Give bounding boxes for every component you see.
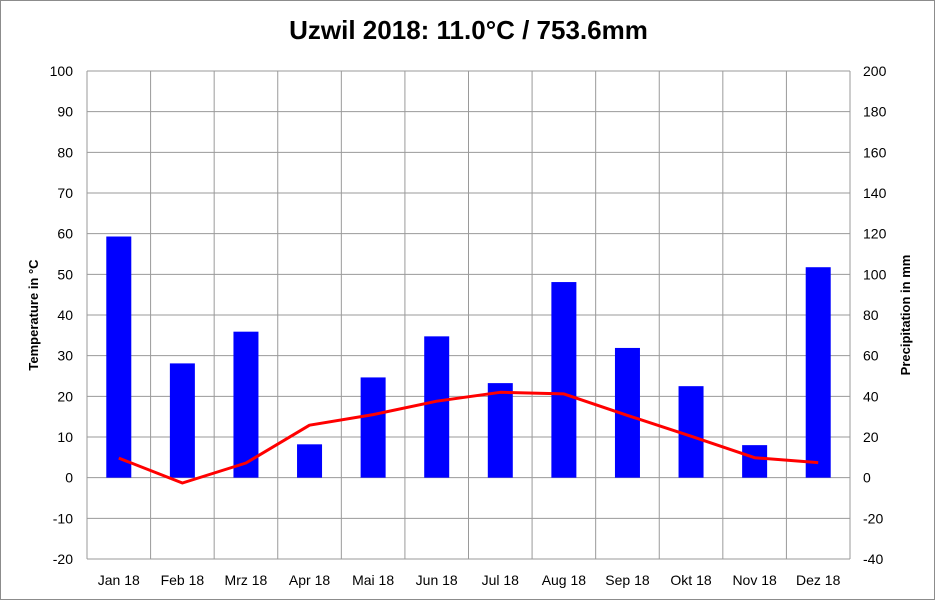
x-tick-label: Mrz 18	[225, 572, 268, 588]
y-left-tick-label: 0	[65, 470, 73, 486]
y-right-tick-label: 80	[863, 307, 879, 323]
y-right-tick-label: 100	[863, 266, 887, 282]
precipitation-bar	[106, 236, 132, 478]
y-right-tick-label: 200	[863, 63, 887, 79]
x-tick-label: Nov 18	[732, 572, 777, 588]
precipitation-bar	[805, 267, 831, 478]
y-right-tick-label: 140	[863, 185, 887, 201]
x-tick-label: Apr 18	[289, 572, 330, 588]
x-tick-label: Dez 18	[796, 572, 841, 588]
x-tick-label: Mai 18	[352, 572, 394, 588]
ticks-layer: 1009080706050403020100-10-20200180160140…	[50, 63, 887, 588]
y-left-tick-label: -20	[53, 551, 73, 567]
y-right-tick-label: -20	[863, 510, 883, 526]
y-left-tick-label: 30	[57, 348, 73, 364]
precipitation-bar	[487, 383, 513, 478]
chart-title: Uzwil 2018: 11.0°C / 753.6mm	[289, 15, 648, 45]
y-left-tick-label: 20	[57, 388, 73, 404]
precipitation-bar	[169, 363, 195, 478]
line-layer	[118, 390, 819, 485]
temperature-line	[118, 390, 819, 485]
grid-layer	[86, 70, 851, 560]
y-left-tick-label: 100	[50, 63, 74, 79]
y-right-tick-label: 160	[863, 144, 887, 160]
precipitation-bar	[424, 336, 450, 478]
x-tick-label: Jun 18	[416, 572, 458, 588]
y-axis-right-label: Precipitation in mm	[898, 255, 913, 376]
x-tick-label: Okt 18	[670, 572, 711, 588]
precipitation-bar	[297, 444, 323, 478]
y-left-tick-label: -10	[53, 510, 73, 526]
y-right-tick-label: -40	[863, 551, 883, 567]
bars-layer	[106, 236, 831, 478]
x-tick-label: Sep 18	[605, 572, 650, 588]
y-left-tick-label: 90	[57, 104, 73, 120]
y-right-tick-label: 0	[863, 470, 871, 486]
y-left-tick-label: 80	[57, 144, 73, 160]
precipitation-bar	[233, 331, 259, 478]
y-left-tick-label: 60	[57, 226, 73, 242]
precipitation-bar	[742, 445, 768, 478]
y-right-tick-label: 120	[863, 226, 887, 242]
y-left-tick-label: 70	[57, 185, 73, 201]
precipitation-bar	[551, 282, 577, 478]
x-tick-label: Jul 18	[482, 572, 520, 588]
y-right-tick-label: 60	[863, 348, 879, 364]
precipitation-bar	[360, 377, 386, 478]
y-left-tick-label: 10	[57, 429, 73, 445]
x-tick-label: Jan 18	[98, 572, 140, 588]
y-left-tick-label: 50	[57, 266, 73, 282]
y-right-tick-label: 40	[863, 388, 879, 404]
y-left-tick-label: 40	[57, 307, 73, 323]
y-axis-left-label: Temperature in °C	[26, 259, 41, 371]
y-right-tick-label: 180	[863, 104, 887, 120]
y-right-tick-label: 20	[863, 429, 879, 445]
x-tick-label: Feb 18	[161, 572, 205, 588]
x-tick-label: Aug 18	[542, 572, 587, 588]
